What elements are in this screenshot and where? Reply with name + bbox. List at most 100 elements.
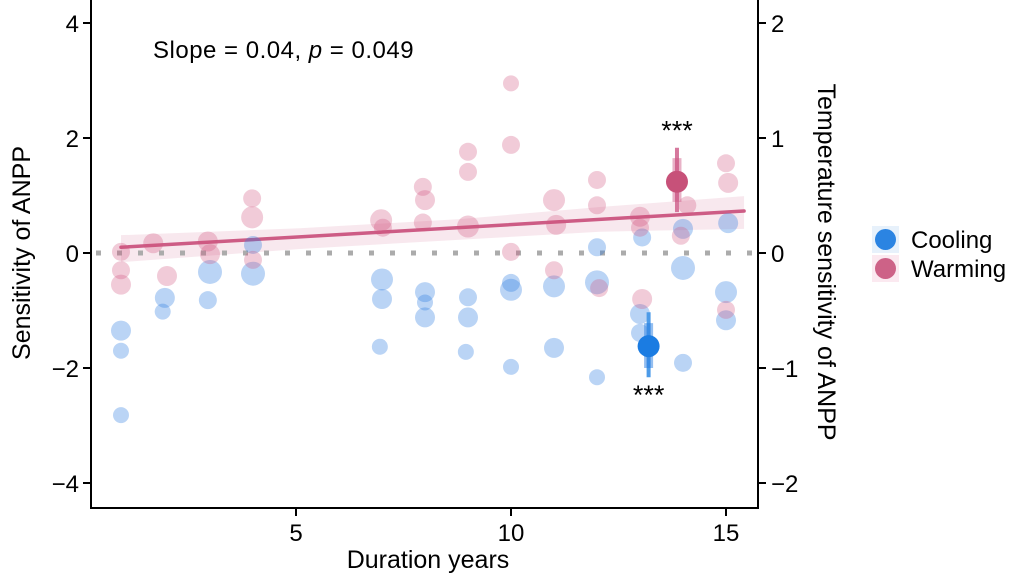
slope-annotation-prefix: Slope = 0.04, [153, 37, 309, 64]
warming-point [588, 196, 606, 215]
cooling-point [673, 218, 693, 239]
warming-point [543, 189, 565, 212]
warming-point [459, 142, 477, 161]
warming-point [413, 213, 432, 232]
warming-point [415, 190, 435, 211]
warming-point [545, 261, 563, 280]
cooling-point [633, 228, 652, 247]
cooling-point [588, 238, 606, 257]
warming-point [157, 266, 177, 286]
warming-point [632, 289, 653, 309]
scatter-points-layer [110, 75, 739, 424]
x-tick-label: 15 [713, 520, 740, 547]
cooling-point [674, 353, 692, 372]
cooling-point [372, 289, 392, 309]
warming-point [197, 231, 218, 252]
y-left-tick-label: 2 [66, 126, 79, 153]
y-right-tick-label: 0 [771, 241, 784, 268]
y-left-tick-label: −2 [52, 356, 79, 383]
warming-point [241, 206, 264, 229]
y-right-tick-label: 1 [771, 126, 784, 153]
warming-point [718, 172, 739, 193]
warming-point [631, 218, 649, 237]
cooling-point [371, 268, 393, 291]
y-right-tick-label: −2 [771, 471, 798, 498]
warming-point [243, 189, 262, 208]
cooling-point [198, 259, 222, 284]
warming-point [717, 300, 735, 319]
warming-point [678, 196, 697, 215]
cooling-point [503, 358, 519, 375]
legend-label-warming: Warming [911, 256, 1006, 283]
warming-point [502, 242, 520, 261]
legend-dot-warming-icon [875, 258, 896, 279]
cooling-point [715, 281, 737, 304]
warming-point [457, 215, 479, 238]
warming-point [503, 75, 519, 92]
y-left-tick-label: 0 [66, 241, 79, 268]
y-right-tick-label: 2 [771, 11, 784, 38]
cooling-point [630, 303, 650, 324]
y-left-tick-label: 4 [66, 11, 79, 38]
cooling-point [417, 294, 433, 311]
y-left-axis-title: Sensitivity of ANPP [8, 146, 36, 360]
x-tick-label: 10 [498, 520, 525, 547]
y-right-tick-label: −1 [771, 356, 798, 383]
mean-errorbar-layer [637, 147, 688, 378]
cooling-point [154, 287, 175, 308]
cooling-point [500, 278, 522, 301]
warming-point [413, 177, 432, 196]
cooling-point [502, 273, 520, 292]
warming-point [244, 250, 262, 269]
warming-point [588, 170, 606, 189]
cooling-point [415, 307, 435, 328]
cooling-significance-label: *** [633, 380, 665, 410]
cooling-point [415, 282, 435, 303]
cooling-point [718, 213, 739, 234]
warming-point [111, 261, 130, 280]
warming-point [370, 209, 393, 232]
warming-point [590, 279, 609, 298]
warming-point [717, 154, 735, 173]
warming-point [110, 274, 131, 295]
warming-point [459, 162, 477, 181]
cooling-point [244, 235, 262, 254]
warming-significance-label: *** [661, 116, 693, 146]
cooling-point [458, 307, 478, 328]
warming-point [546, 214, 567, 235]
legend-dot-cooling-icon [875, 229, 896, 250]
cooling-mean-point [637, 335, 660, 358]
x-axis-title: Duration years [347, 546, 510, 574]
significance-labels-layer: *** *** [633, 116, 693, 410]
warming-point [671, 226, 690, 245]
cooling-point [585, 270, 609, 295]
slope-annotation-pvalue-symbol: p [308, 37, 323, 64]
legend: Cooling Warming [872, 226, 1006, 283]
warming-point [502, 135, 520, 154]
cooling-point [241, 261, 265, 286]
cooling-point [543, 275, 565, 298]
cooling-point [544, 337, 564, 358]
cooling-point [459, 288, 477, 307]
cooling-point [371, 338, 388, 355]
y-right-axis-title: Temperature sensitivity of ANPP [812, 83, 840, 440]
slope-annotation: Slope = 0.04, p = 0.049 [153, 37, 414, 64]
cooling-point [716, 310, 736, 331]
cooling-point [110, 320, 131, 341]
warming-point [111, 242, 130, 261]
warming-point [143, 233, 164, 254]
cooling-point [112, 407, 129, 424]
y-left-tick-label: −4 [52, 471, 79, 498]
cooling-point [198, 291, 217, 310]
regression-line [119, 209, 746, 249]
cooling-point [154, 303, 171, 320]
warming-point [200, 244, 220, 265]
cooling-point [671, 255, 695, 280]
warming-point [630, 206, 650, 227]
warming-mean-point [665, 170, 688, 193]
x-tick-label: 5 [289, 520, 302, 547]
